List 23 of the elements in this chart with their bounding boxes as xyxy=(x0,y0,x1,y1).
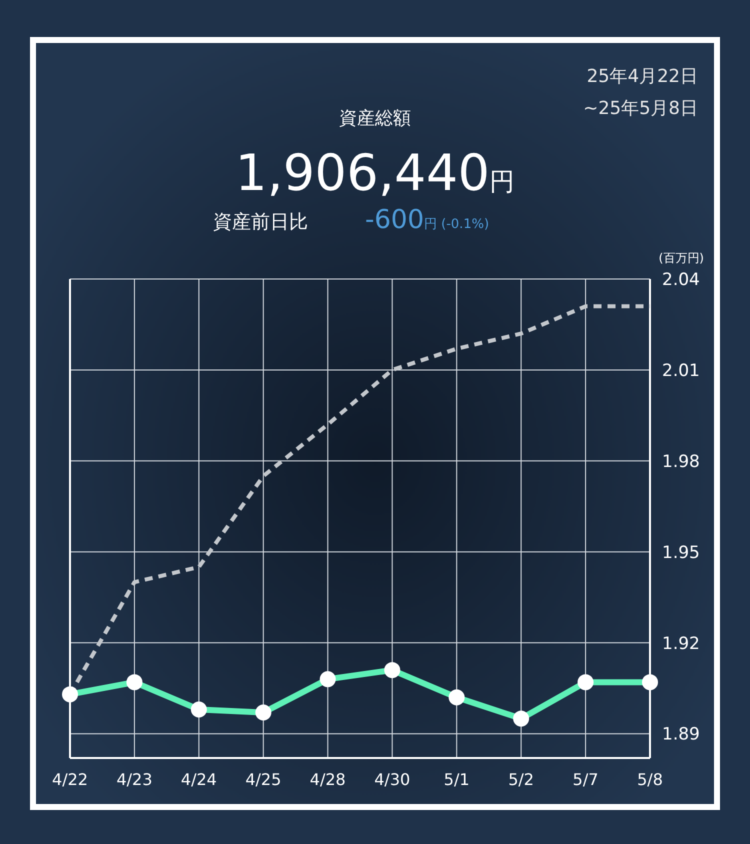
text: ~25年5月8日 xyxy=(583,98,698,119)
ylabel: (百万円) xyxy=(658,251,704,265)
y-tick-label: 1.98 xyxy=(662,452,700,472)
x-tick-label: 4/28 xyxy=(310,770,346,789)
x-tick-label: 4/22 xyxy=(52,770,88,789)
x-tick-label: 5/8 xyxy=(637,770,663,789)
text: 1,906,440円 xyxy=(235,144,515,202)
x-tick-label: 4/30 xyxy=(374,770,410,789)
text: -600円 (-0.1%) xyxy=(365,205,490,235)
x-tick-label: 5/2 xyxy=(508,770,534,789)
y-tick-label: 2.01 xyxy=(662,360,700,381)
x-tick-label: 4/24 xyxy=(180,770,217,789)
y-tick-label: 1.95 xyxy=(662,542,700,563)
y-tick-label: 2.04 xyxy=(662,270,700,290)
x-tick-label: 5/7 xyxy=(572,770,598,789)
x-tick-label: 4/23 xyxy=(116,770,152,789)
title: 資産総額 xyxy=(339,108,411,129)
text: 資産前日比 xyxy=(213,211,308,233)
x-tick-label: 5/1 xyxy=(444,770,470,789)
y-tick-label: 1.89 xyxy=(662,724,700,745)
text: 25年4月22日 xyxy=(586,66,698,87)
y-tick-label: 1.92 xyxy=(662,634,700,654)
x-tick-label: 4/25 xyxy=(245,770,282,789)
